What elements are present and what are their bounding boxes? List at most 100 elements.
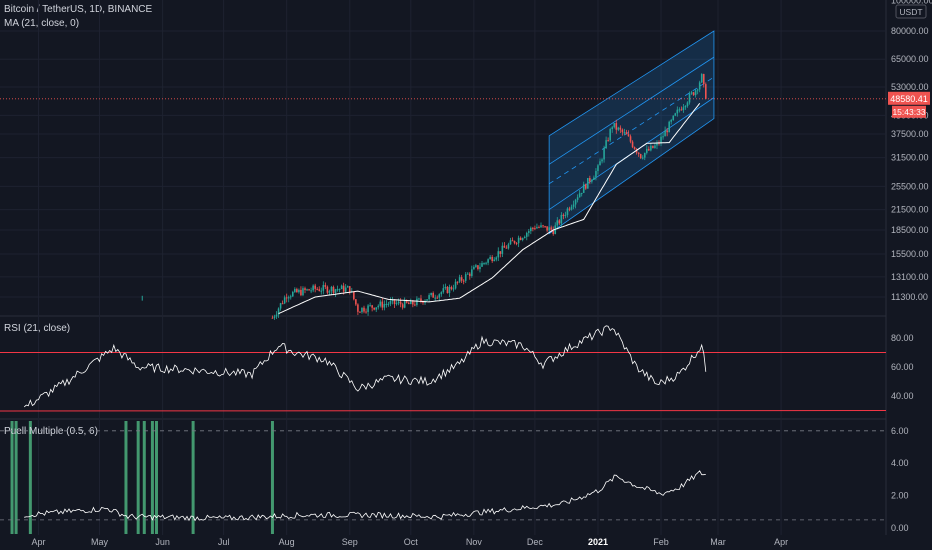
candle-body	[420, 298, 422, 301]
candle-body	[271, 317, 274, 319]
candle-body	[393, 299, 396, 304]
candle-body	[633, 147, 636, 150]
candle-body	[548, 227, 550, 231]
candle-body	[346, 286, 349, 288]
currency-label: USDT	[899, 7, 922, 17]
candle-body	[507, 244, 510, 249]
candle-body	[546, 226, 548, 231]
channel-upper-line	[548, 56, 715, 165]
candle-body	[389, 300, 392, 304]
price-tick-label: 53000.00	[891, 82, 929, 92]
price-tick-label: 25500.00	[891, 181, 929, 191]
last-price-badge	[888, 91, 930, 105]
candle-body	[698, 82, 701, 90]
candle-body	[438, 294, 441, 298]
candle-body	[562, 214, 565, 216]
candle-body	[702, 74, 705, 85]
candle-body	[532, 227, 534, 229]
puell-title: Puell Multiple (0.5, 6)	[4, 426, 98, 437]
candle-body	[690, 92, 693, 94]
candle-body	[348, 286, 351, 293]
candle-body	[658, 142, 660, 144]
rsi-tick-label: 40.00	[891, 391, 914, 401]
candle-body	[637, 152, 640, 155]
candle-body	[359, 311, 361, 313]
candle-body	[623, 132, 626, 134]
candle-body	[489, 257, 491, 260]
candle-body	[619, 127, 622, 130]
candle-body	[534, 228, 536, 230]
candle-body	[700, 74, 703, 83]
candle-body	[625, 132, 628, 135]
candle-body	[678, 109, 681, 111]
candle-body	[308, 289, 310, 291]
candle-body	[409, 300, 412, 305]
candle-body	[344, 287, 347, 292]
candle-body	[668, 121, 670, 133]
puell-signal-bar	[136, 421, 140, 534]
candle-body	[355, 299, 357, 305]
candle-body	[503, 245, 506, 248]
candle-body	[525, 232, 528, 237]
candle-body	[277, 308, 280, 315]
rsi-tick-label: 60.00	[891, 362, 914, 372]
candle-body	[281, 303, 284, 305]
price-tick-label: 21500.00	[891, 205, 929, 215]
regression-channel	[548, 30, 715, 235]
candle-body	[670, 120, 673, 122]
candle-body	[684, 105, 687, 108]
candle-body	[629, 136, 632, 142]
candle-body	[456, 281, 459, 283]
price-tick-label: 15500.00	[891, 249, 929, 259]
candle-body	[495, 257, 498, 260]
candle-body	[680, 109, 683, 111]
candle-body	[566, 208, 569, 215]
puell-tick-label: 6.00	[891, 426, 909, 436]
candle-body	[601, 159, 603, 162]
candle-body	[371, 305, 373, 308]
candle-body	[320, 290, 323, 292]
puell-signal-bar	[14, 421, 18, 534]
candle-body	[460, 277, 463, 281]
puell-tick-label: 0.00	[891, 523, 909, 533]
candle-body	[556, 220, 559, 226]
candle-body	[312, 285, 314, 291]
candle-body	[446, 286, 449, 294]
candle-body	[584, 184, 587, 189]
candle-body	[511, 240, 514, 242]
candle-body	[304, 288, 306, 291]
candle-body	[479, 266, 481, 270]
candle-body	[340, 285, 343, 290]
candle-body	[283, 297, 286, 304]
candle-body	[617, 127, 620, 130]
last-price-label: 48580.41	[890, 94, 928, 104]
candle-body	[294, 289, 296, 292]
ma-line	[278, 102, 701, 315]
x-tick-label: Jul	[218, 537, 230, 547]
candle-body	[428, 295, 430, 300]
candle-body	[517, 237, 520, 244]
candle-body	[648, 148, 650, 151]
candle-body	[572, 204, 575, 207]
candle-body	[365, 311, 367, 313]
candle-body	[591, 179, 593, 182]
candle-body	[367, 305, 369, 312]
candle-body	[597, 165, 599, 172]
candle-body	[471, 269, 473, 276]
candle-body	[493, 259, 496, 262]
candle-body	[586, 178, 589, 189]
candle-body	[328, 291, 331, 293]
candle-body	[652, 145, 654, 148]
candle-body	[314, 285, 316, 289]
candle-body	[641, 157, 644, 159]
candle-body	[609, 129, 611, 141]
rsi-tick-label: 80.00	[891, 333, 914, 343]
candle-body	[676, 109, 679, 114]
price-tick-label: 13100.00	[891, 272, 929, 282]
candle-body	[430, 292, 432, 296]
candle-body	[407, 302, 410, 305]
candle-body	[405, 300, 408, 303]
candle-body	[674, 113, 677, 116]
puell-signal-bar	[154, 421, 158, 534]
